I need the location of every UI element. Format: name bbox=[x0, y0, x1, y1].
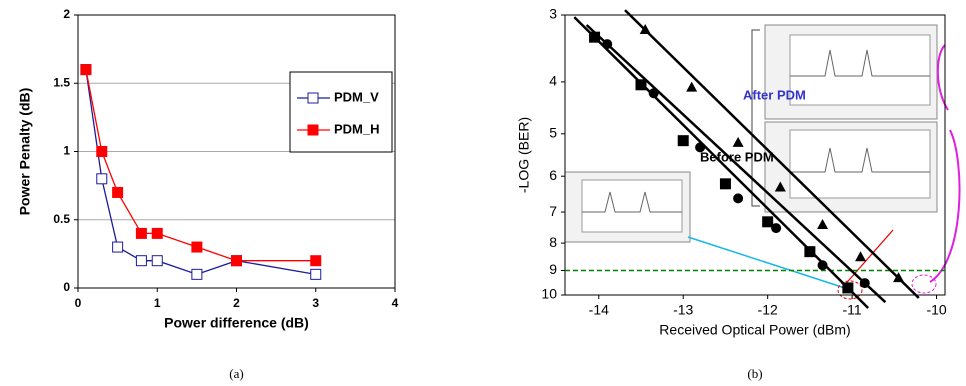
marker bbox=[817, 260, 828, 271]
y-tick-label: 0.5 bbox=[53, 212, 70, 226]
marker bbox=[695, 142, 706, 153]
x-tick-label: 2 bbox=[233, 296, 240, 310]
x-tick-label: -12 bbox=[758, 302, 778, 318]
marker bbox=[648, 88, 659, 99]
arrow bbox=[936, 44, 949, 111]
y-tick-label: 9 bbox=[549, 261, 557, 277]
marker bbox=[733, 193, 744, 204]
legend-label: PDM_V bbox=[334, 89, 379, 104]
y-tick-label: 5 bbox=[549, 125, 557, 141]
marker bbox=[96, 173, 108, 185]
x-axis-label: Received Optical Power (dBm) bbox=[659, 322, 850, 338]
highlight bbox=[837, 280, 863, 300]
fit-line bbox=[624, 9, 920, 299]
marker bbox=[732, 136, 744, 147]
plot-frame bbox=[564, 14, 946, 296]
y-tick-label: 7 bbox=[549, 203, 557, 219]
marker bbox=[112, 186, 124, 198]
annotation: After PDM bbox=[743, 87, 806, 102]
y-tick-label: 4 bbox=[549, 73, 557, 89]
y-tick-label: 1 bbox=[63, 144, 70, 158]
arrow bbox=[929, 129, 961, 283]
caption: (b) bbox=[747, 366, 762, 381]
x-axis-label: Power difference (dB) bbox=[164, 315, 309, 331]
x-tick-label: -13 bbox=[673, 302, 693, 318]
series-line bbox=[85, 69, 316, 276]
marker bbox=[135, 227, 147, 239]
marker bbox=[677, 135, 689, 147]
marker bbox=[231, 255, 242, 267]
marker bbox=[635, 79, 647, 91]
marker bbox=[191, 268, 203, 280]
plot-frame bbox=[77, 14, 396, 289]
marker bbox=[804, 246, 816, 258]
y-axis-label: -LOG (BER) bbox=[516, 117, 532, 193]
marker bbox=[774, 181, 786, 192]
marker bbox=[686, 81, 698, 92]
marker bbox=[80, 64, 92, 76]
inset-before bbox=[564, 171, 691, 243]
marker bbox=[310, 255, 322, 267]
y-tick-label: 0 bbox=[63, 280, 70, 294]
marker bbox=[135, 255, 147, 267]
inset-after bbox=[751, 24, 938, 213]
marker bbox=[719, 178, 731, 190]
legend-box bbox=[289, 71, 393, 153]
highlight bbox=[911, 274, 937, 294]
caption: (a) bbox=[229, 366, 243, 381]
marker bbox=[191, 241, 203, 253]
marker bbox=[151, 227, 163, 239]
marker bbox=[310, 268, 322, 280]
arrow bbox=[841, 229, 894, 289]
arrow bbox=[687, 236, 852, 291]
legend-marker bbox=[307, 92, 319, 104]
legend-marker bbox=[307, 124, 319, 136]
marker bbox=[817, 218, 829, 229]
marker bbox=[112, 241, 124, 253]
marker bbox=[893, 272, 905, 283]
y-tick-label: 1.5 bbox=[53, 75, 70, 89]
y-tick-label: 3 bbox=[549, 6, 557, 22]
x-tick-label: 0 bbox=[75, 296, 82, 310]
marker bbox=[855, 251, 867, 262]
y-tick-label: 2 bbox=[63, 7, 70, 21]
marker bbox=[96, 146, 108, 157]
y-axis-label: Power Penalty (dB) bbox=[17, 88, 33, 216]
series-line bbox=[85, 69, 316, 262]
y-tick-label: 10 bbox=[541, 286, 557, 302]
x-tick-label: 1 bbox=[154, 296, 161, 310]
fit-line bbox=[573, 16, 870, 309]
x-tick-label: -10 bbox=[926, 302, 946, 318]
marker bbox=[859, 278, 870, 289]
marker bbox=[771, 223, 782, 234]
x-tick-label: -14 bbox=[589, 302, 609, 318]
marker bbox=[842, 282, 854, 294]
marker bbox=[762, 216, 774, 228]
fit-line bbox=[585, 24, 887, 304]
y-tick-label: 8 bbox=[549, 234, 557, 250]
marker bbox=[602, 39, 613, 50]
x-tick-label: -11 bbox=[843, 302, 862, 318]
y-tick-label: 6 bbox=[549, 167, 557, 183]
x-tick-label: 4 bbox=[392, 296, 399, 310]
x-tick-label: 3 bbox=[312, 296, 319, 310]
marker bbox=[151, 255, 163, 267]
marker bbox=[639, 24, 651, 35]
legend-label: PDM_H bbox=[334, 121, 380, 136]
